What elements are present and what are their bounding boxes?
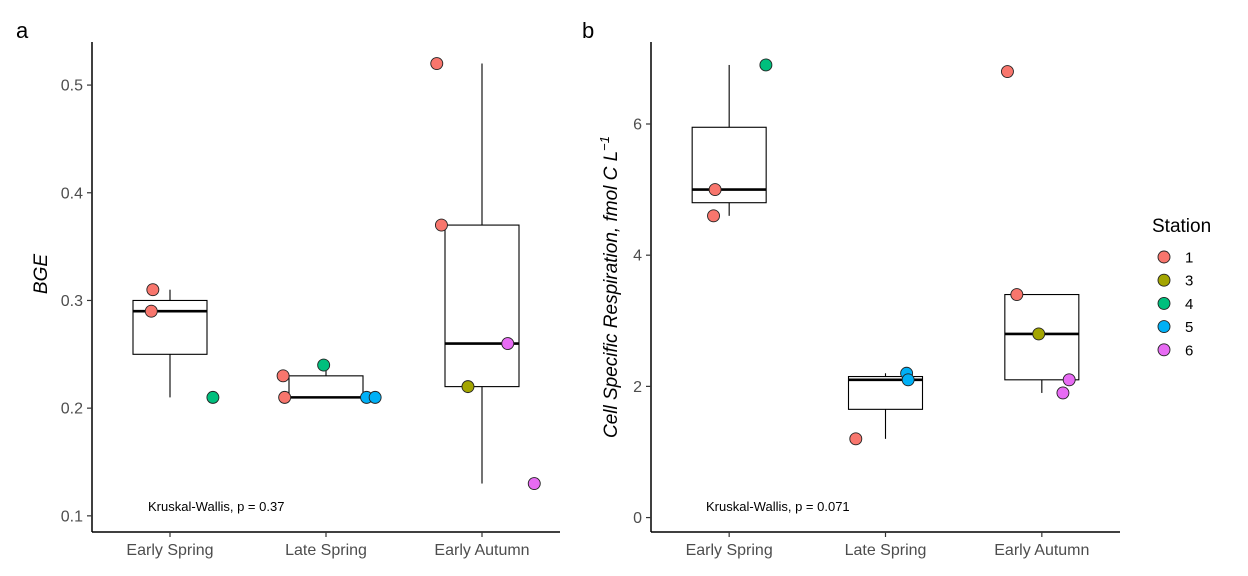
panel-a-y-tick-label: 0.5 bbox=[61, 78, 83, 95]
panel-a-point-station-1 bbox=[144, 304, 158, 318]
legend-label-station-5: 5 bbox=[1185, 319, 1193, 336]
panel-b-tag: b bbox=[582, 18, 594, 43]
panel-b-x-tick-label: Early Autumn bbox=[994, 542, 1089, 559]
panel-a-tag: a bbox=[16, 18, 29, 43]
legend-key-station-5 bbox=[1157, 320, 1171, 334]
panel-a-point-station-4 bbox=[317, 358, 331, 372]
panel-b-point-station-6 bbox=[1062, 373, 1076, 387]
panel-a-point-station-1 bbox=[278, 390, 292, 404]
panel-b-y-tick-label: 6 bbox=[633, 116, 642, 133]
panel-a-box bbox=[444, 224, 520, 388]
legend-title: Station bbox=[1152, 216, 1211, 237]
panel-b-point-station-1 bbox=[707, 209, 720, 223]
panel-a-y-tick-label: 0.3 bbox=[61, 293, 83, 310]
panel-b-y-tick-label: 0 bbox=[633, 510, 642, 527]
panel-a-point-station-1 bbox=[434, 218, 448, 232]
panel-b-y-axis-title-superscript: −1 bbox=[597, 136, 612, 151]
panel-b-x-tick-label: Early Spring bbox=[686, 542, 773, 559]
panel-b-point-station-3 bbox=[1032, 327, 1046, 341]
panel-a-point-station-1 bbox=[430, 57, 444, 70]
panel-a-x-tick-label: Early Spring bbox=[126, 542, 213, 559]
panel-b-y-tick-label: 2 bbox=[633, 379, 642, 396]
legend-items: 1 3 4 5 6 bbox=[1157, 250, 1193, 359]
panel-b-point-station-6 bbox=[1056, 386, 1070, 400]
legend-label-station-3: 3 bbox=[1185, 273, 1193, 290]
panel-a-y-tick-label: 0.1 bbox=[61, 508, 83, 525]
panel-a: a BGE 0.1 0.2 0.3 0.4 0.5 Early Spring Late Sp… bbox=[16, 18, 560, 559]
panel-b-kruskal-wallis-annotation: Kruskal-Wallis, p = 0.071 bbox=[706, 499, 850, 514]
panel-a-point-station-1 bbox=[276, 369, 290, 383]
legend-key-station-3 bbox=[1157, 273, 1171, 287]
panel-b-y-tick-label: 4 bbox=[633, 248, 642, 265]
panel-b-y-axis-title-main: Cell Specific Respiration, fmol C L bbox=[601, 151, 622, 438]
panel-b-x-tick-label: Late Spring bbox=[845, 542, 927, 559]
panel-a-point-station-5 bbox=[368, 390, 382, 404]
panel-a-box bbox=[288, 375, 364, 398]
panel-a-x-tick-label: Late Spring bbox=[285, 542, 367, 559]
legend: Station 1 3 4 5 6 bbox=[1152, 216, 1211, 359]
panel-b-point-station-1 bbox=[1010, 288, 1024, 301]
legend-label-station-4: 4 bbox=[1185, 296, 1193, 313]
legend-key-station-1 bbox=[1157, 250, 1171, 264]
panel-b-point-station-1 bbox=[1000, 65, 1014, 78]
panel-a-y-tick-label: 0.2 bbox=[61, 401, 83, 418]
panel-b-point-station-4 bbox=[759, 58, 773, 72]
panel-a-plot: 0.1 0.2 0.3 0.4 0.5 Early Spring Late Spring Ea… bbox=[61, 42, 560, 559]
panel-b-point-station-1 bbox=[849, 432, 863, 446]
panel-b-point-station-5 bbox=[901, 373, 915, 387]
legend-key-station-4 bbox=[1157, 296, 1171, 310]
panel-a-point-station-6 bbox=[501, 337, 515, 350]
panel-b-plot: 0 2 4 6 Early Spring Late Spring Early Autumn bbox=[633, 42, 1120, 559]
panel-a-y-axis-title: BGE bbox=[31, 254, 52, 294]
panel-a-y-tick-label: 0.4 bbox=[61, 185, 83, 202]
legend-label-station-1: 1 bbox=[1185, 250, 1193, 267]
panel-a-point-station-4 bbox=[206, 390, 220, 404]
panel-a-point-station-6 bbox=[527, 477, 541, 490]
panel-b: b Cell Specific Respiration, fmol C L−1 … bbox=[582, 18, 1120, 559]
panel-a-point-station-1 bbox=[146, 283, 160, 297]
panel-b-y-axis-title: Cell Specific Respiration, fmol C L−1 bbox=[597, 136, 622, 438]
legend-key-station-6 bbox=[1157, 343, 1171, 357]
panel-a-x-tick-label: Early Autumn bbox=[434, 542, 529, 559]
panel-b-point-station-1 bbox=[708, 183, 722, 197]
panel-a-point-station-3 bbox=[461, 380, 475, 394]
panel-a-box bbox=[132, 299, 208, 355]
panel-b-box bbox=[691, 126, 767, 204]
legend-label-station-6: 6 bbox=[1185, 342, 1193, 359]
panel-a-kruskal-wallis-annotation: Kruskal-Wallis, p = 0.37 bbox=[148, 499, 284, 514]
